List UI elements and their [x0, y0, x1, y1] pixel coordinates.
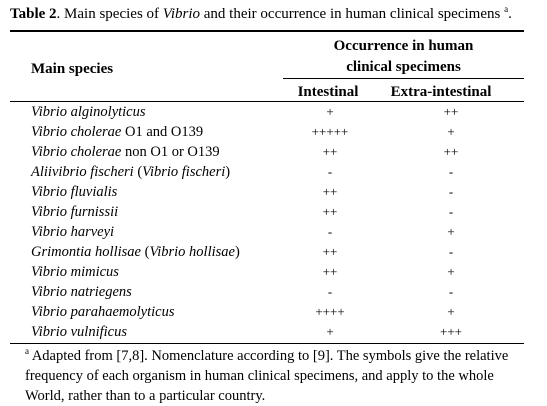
- table-caption: Table 2. Main species of Vibrio and thei…: [10, 4, 540, 24]
- intestinal-value: -: [327, 224, 333, 239]
- table-row: Vibrio furnissii ++ -: [0, 202, 547, 222]
- species-name: Vibrio cholerae non O1 or O139: [31, 142, 220, 162]
- table-row: Grimontia hollisae (Vibrio hollisae) ++ -: [0, 242, 547, 262]
- species-name-italic: Vibrio alginolyticus: [31, 104, 146, 120]
- table-label: Table 2: [10, 6, 57, 22]
- table-bottom-rule: [10, 343, 524, 344]
- species-name-italic: Vibrio fluvialis: [31, 184, 118, 200]
- intestinal-value: ++: [322, 204, 338, 219]
- intestinal-value: ++: [322, 264, 338, 279]
- intestinal-value: +++++: [311, 124, 349, 139]
- species-name-italic: Vibrio hollisae: [149, 244, 235, 260]
- species-name-text: (: [140, 244, 150, 260]
- intestinal-value: ++: [322, 144, 338, 159]
- species-name-italic: Vibrio natriegens: [31, 284, 132, 300]
- table-top-rule: [10, 30, 524, 32]
- species-name-text: non O1 or O139: [121, 144, 220, 160]
- species-name-italic: Vibrio fischeri: [142, 164, 226, 180]
- extra-intestinal-value: +++: [440, 324, 462, 339]
- extra-intestinal-value: -: [448, 164, 454, 179]
- table-footnote: a Adapted from [7,8]. Nomenclature accor…: [25, 346, 525, 406]
- species-name-italic: Aliivibrio fischeri: [31, 164, 134, 180]
- table-row: Vibrio alginolyticus + ++: [0, 102, 547, 122]
- species-name-italic: Vibrio vulnificus: [31, 324, 127, 340]
- extra-intestinal-value: -: [448, 244, 454, 259]
- extra-intestinal-value: +: [447, 264, 455, 279]
- caption-end: .: [508, 6, 512, 22]
- extra-intestinal-value: -: [448, 184, 454, 199]
- intestinal-value: +: [326, 324, 334, 339]
- header-occurrence-line1: Occurrence in human: [333, 38, 474, 54]
- table-row: Vibrio mimicus ++ +: [0, 262, 547, 282]
- extra-intestinal-value: ++: [443, 104, 459, 119]
- table-row: Vibrio cholerae O1 and O139 +++++ +: [0, 122, 547, 142]
- intestinal-value: -: [327, 284, 333, 299]
- extra-intestinal-value: +: [447, 304, 455, 319]
- species-name-text: O1 and O139: [121, 124, 204, 140]
- header-extra-intestinal: Extra-intestinal: [390, 84, 492, 100]
- table-header-rule: [10, 101, 524, 102]
- footnote-mark: a: [25, 346, 29, 357]
- footnote-line3: World, rather than to a particular count…: [25, 388, 266, 404]
- species-name-text: ): [234, 244, 240, 260]
- species-name-italic: Vibrio cholerae: [31, 124, 122, 140]
- species-name: Vibrio harveyi: [31, 222, 114, 242]
- species-name: Vibrio vulnificus: [31, 322, 127, 342]
- species-name-text: (: [133, 164, 143, 180]
- species-name-italic: Grimontia hollisae: [31, 244, 141, 260]
- species-name: Aliivibrio fischeri (Vibrio fischeri): [31, 162, 230, 182]
- table-row: Vibrio vulnificus + +++: [0, 322, 547, 342]
- species-name: Vibrio fluvialis: [31, 182, 117, 202]
- table-row: Aliivibrio fischeri (Vibrio fischeri) - -: [0, 162, 547, 182]
- header-occurrence-line2: clinical specimens: [346, 59, 461, 75]
- table-row: Vibrio parahaemolyticus ++++ +: [0, 302, 547, 322]
- intestinal-value: ++++: [315, 304, 345, 319]
- species-name: Vibrio cholerae O1 and O139: [31, 122, 203, 142]
- caption-text-prefix: . Main species of: [56, 6, 163, 22]
- header-main-species: Main species: [31, 61, 114, 77]
- extra-intestinal-value: ++: [443, 144, 459, 159]
- footnote-line1: Adapted from [7,8]. Nomenclature accordi…: [29, 348, 509, 364]
- extra-intestinal-value: -: [448, 284, 454, 299]
- intestinal-value: -: [327, 164, 333, 179]
- table-row: Vibrio cholerae non O1 or O139 ++ ++: [0, 142, 547, 162]
- species-name: Grimontia hollisae (Vibrio hollisae): [31, 242, 240, 262]
- species-name: Vibrio furnissii: [31, 202, 118, 222]
- extra-intestinal-value: -: [448, 204, 454, 219]
- species-name-italic: Vibrio parahaemolyticus: [31, 304, 175, 320]
- table-row: Vibrio natriegens - -: [0, 282, 547, 302]
- caption-text-suffix: and their occurrence in human clinical s…: [200, 6, 505, 22]
- species-name-italic: Vibrio furnissii: [31, 204, 119, 220]
- caption-footnote-mark: a: [504, 4, 509, 14]
- species-name-text: ): [225, 164, 231, 180]
- header-occurrence: Occurrence in human clinical specimens: [283, 36, 524, 77]
- species-name: Vibrio alginolyticus: [31, 102, 146, 122]
- footnote-line2: frequency of each organism in human clin…: [25, 368, 494, 384]
- intestinal-value: ++: [322, 184, 338, 199]
- intestinal-value: +: [326, 104, 334, 119]
- species-name-italic: Vibrio cholerae: [31, 144, 122, 160]
- table-row: Vibrio harveyi - +: [0, 222, 547, 242]
- header-sub-rule: [283, 78, 524, 79]
- species-name: Vibrio natriegens: [31, 282, 132, 302]
- species-name: Vibrio parahaemolyticus: [31, 302, 175, 322]
- extra-intestinal-value: +: [447, 224, 455, 239]
- species-name-italic: Vibrio harveyi: [31, 224, 115, 240]
- extra-intestinal-value: +: [447, 124, 455, 139]
- table-row: Vibrio fluvialis ++ -: [0, 182, 547, 202]
- caption-genus: Vibrio: [162, 6, 201, 22]
- intestinal-value: ++: [322, 244, 338, 259]
- header-intestinal: Intestinal: [297, 84, 359, 100]
- species-name: Vibrio mimicus: [31, 262, 119, 282]
- species-name-italic: Vibrio mimicus: [31, 264, 119, 280]
